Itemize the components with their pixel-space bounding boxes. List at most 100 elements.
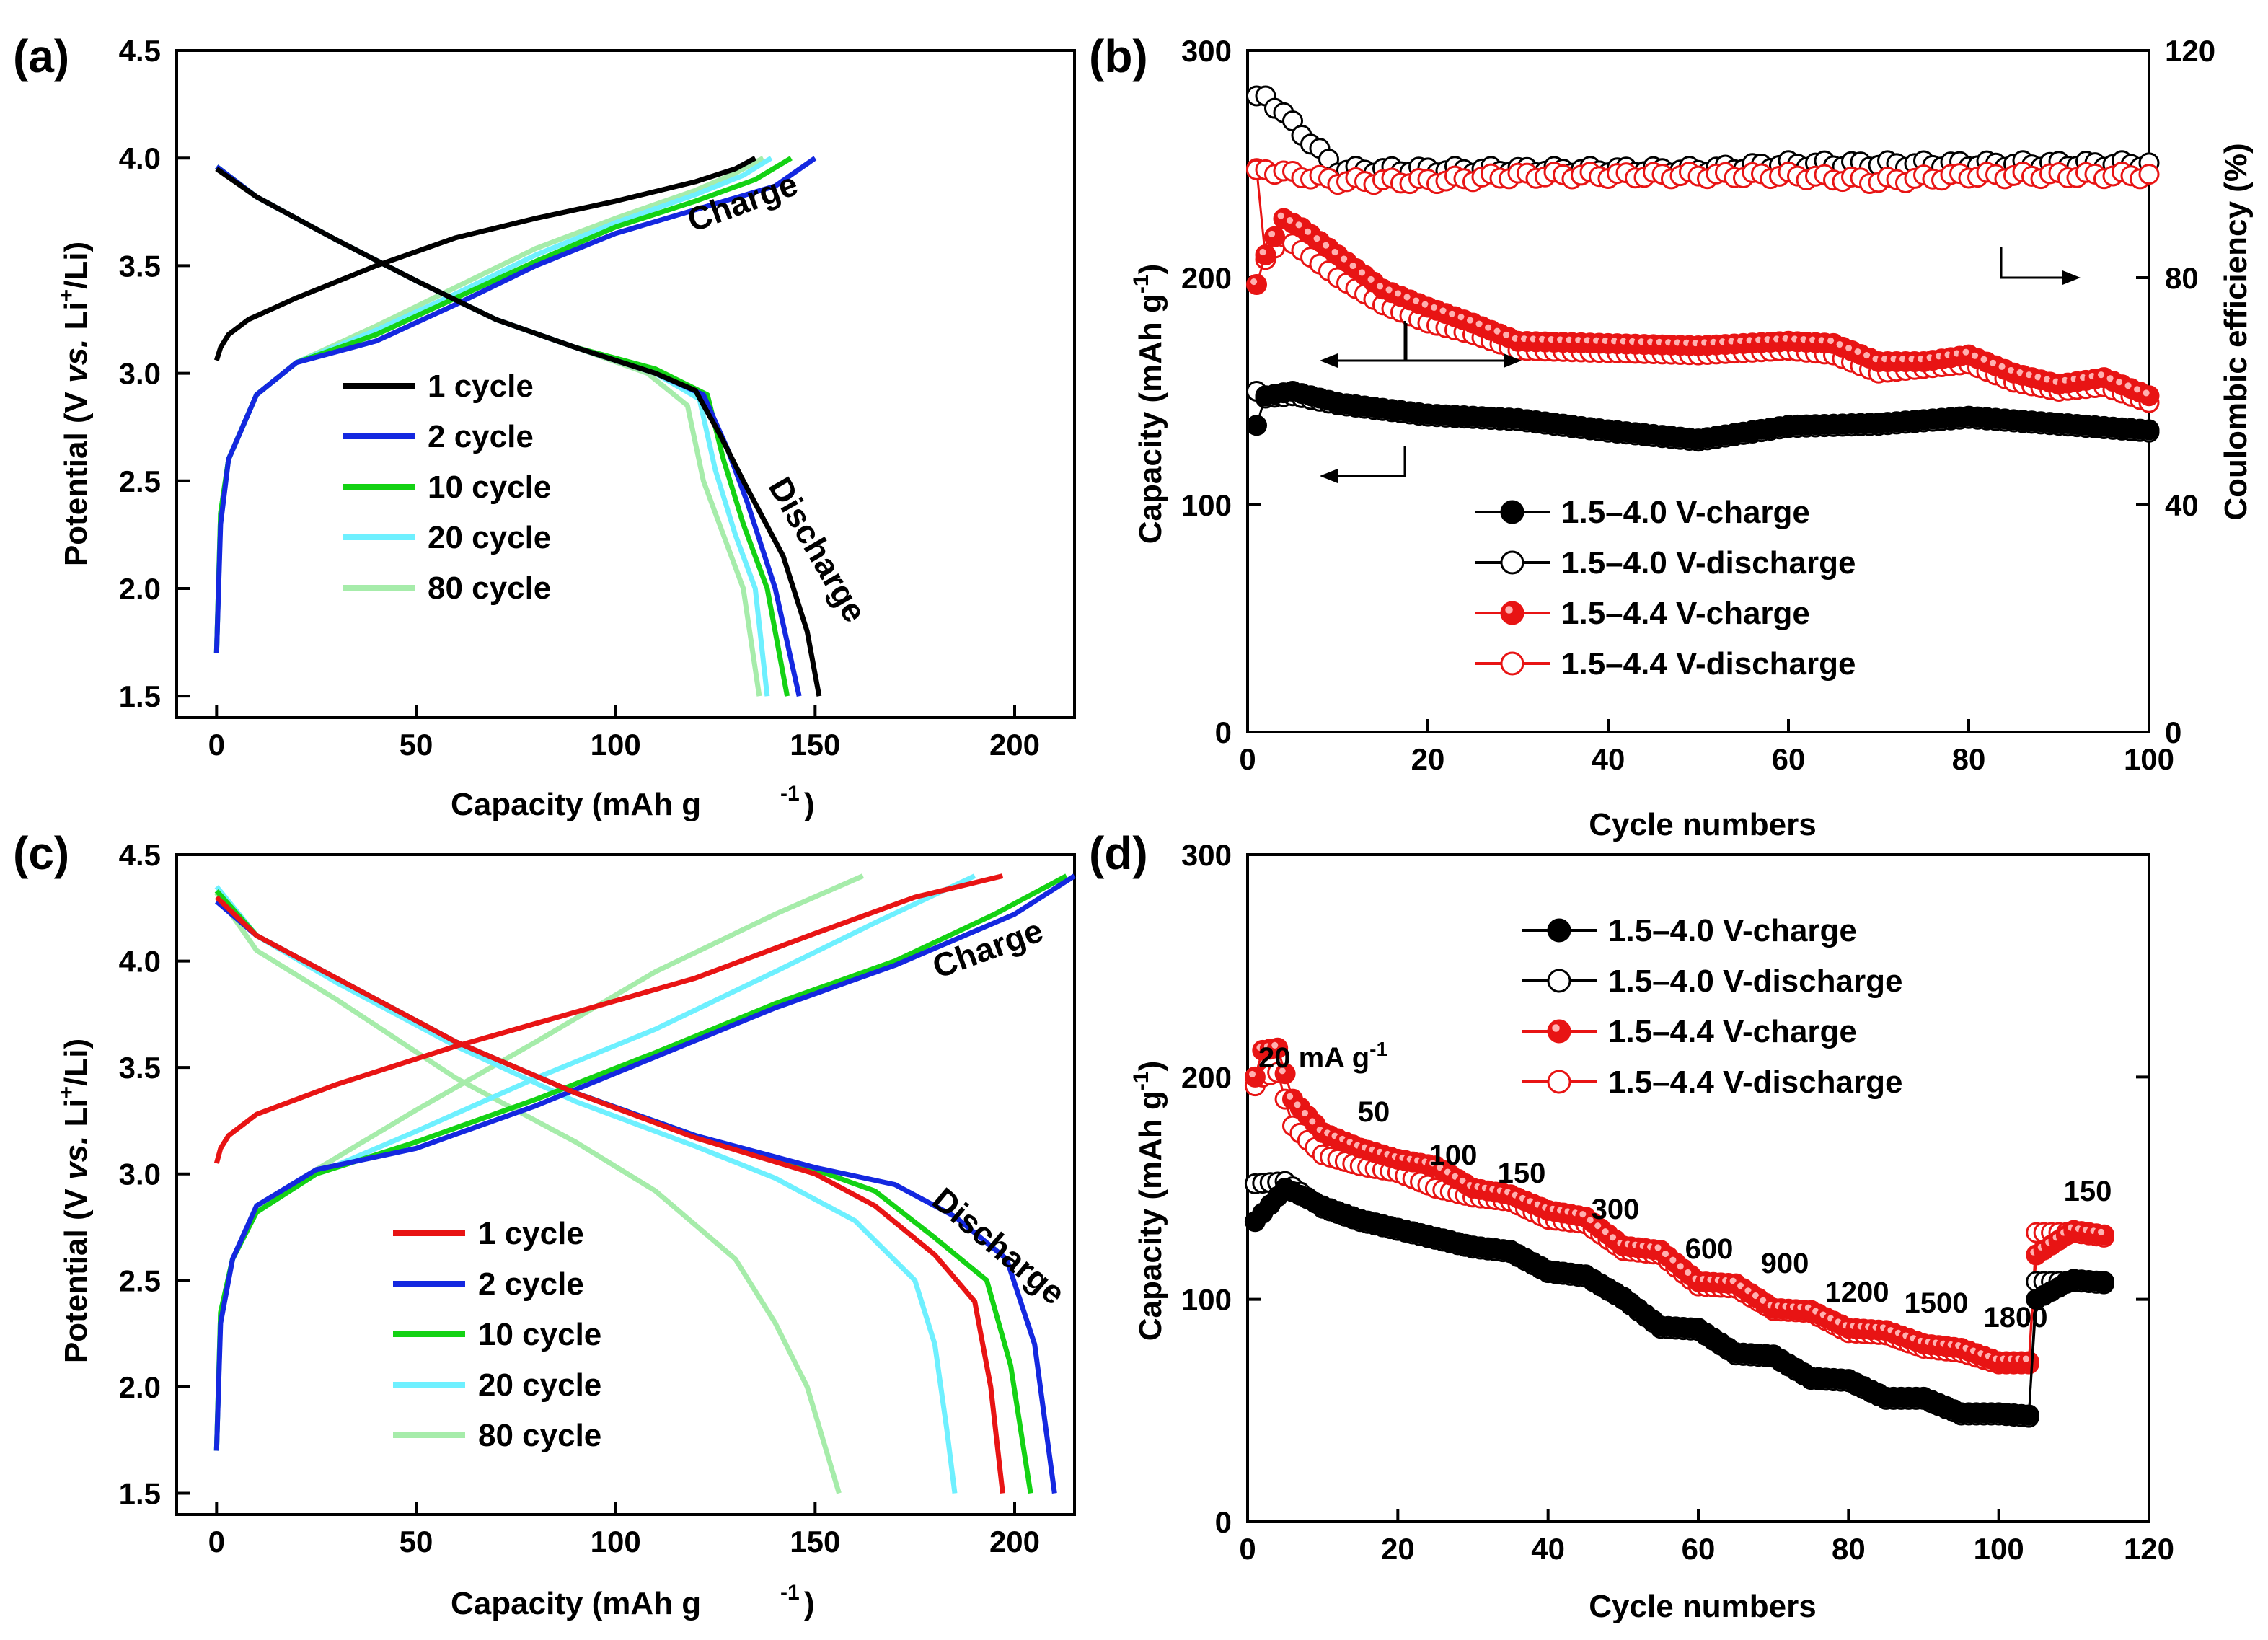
data-point-highlight <box>1669 1256 1677 1264</box>
rate-label: 300 <box>1592 1194 1640 1225</box>
data-point-highlight <box>1654 1244 1662 1251</box>
panel-d-x-title: Cycle numbers <box>1589 1589 1816 1624</box>
data-point <box>1500 550 1524 575</box>
y-tick-label: 2.5 <box>119 1264 161 1297</box>
data-point-highlight <box>1760 1297 1767 1304</box>
data-point <box>2138 385 2160 407</box>
x-tick-label: 20 <box>1381 1532 1415 1566</box>
x-tick-label: 60 <box>1682 1532 1716 1566</box>
arrow-head-right <box>2062 270 2081 285</box>
discharge-curve <box>214 895 1005 1494</box>
data-point-highlight <box>1377 283 1384 290</box>
x-tick-label: 20 <box>1411 742 1445 776</box>
legend-label: 1.5–4.4 V-discharge <box>1561 646 1856 682</box>
data-point-highlight <box>2026 371 2033 379</box>
data-point-highlight <box>1421 301 1429 308</box>
legend-label: 10 cycle <box>428 469 551 505</box>
data-point-highlight <box>1863 352 1871 359</box>
data-point-highlight <box>1594 1222 1602 1230</box>
legend-label: 1.5–4.4 V-charge <box>1561 596 1810 631</box>
data-point-highlight <box>1998 363 2006 370</box>
y2-tick-label: 120 <box>2165 34 2215 68</box>
data-point-highlight <box>1752 1292 1759 1300</box>
panel-c-x-title-main: Capacity (mAh g <box>451 1586 701 1621</box>
x-tick-label: 100 <box>591 728 641 762</box>
arrow-line <box>1405 323 1504 362</box>
arrow-line-right <box>2000 247 2062 279</box>
data-point-highlight <box>1341 255 1348 263</box>
y2-tick-label: 0 <box>2165 715 2181 749</box>
panel-c-label: (c) <box>13 827 69 879</box>
x-tick-label: 100 <box>591 1525 641 1559</box>
plot-frame <box>175 49 1076 719</box>
data-point-highlight <box>1287 1093 1294 1100</box>
data-point-highlight <box>1413 297 1420 304</box>
rate-label: 600 <box>1685 1233 1734 1265</box>
panel-c-x-title-sup: -1 <box>780 1581 800 1605</box>
data-point <box>1547 918 1571 943</box>
data-point-highlight <box>2116 379 2123 386</box>
data-point-highlight <box>1271 1041 1279 1049</box>
panel-a-x-title-main: Capacity (mAh g <box>451 787 701 822</box>
data-point-highlight <box>1729 1277 1737 1284</box>
data-point-highlight <box>1485 324 1492 331</box>
data-point-highlight <box>1449 310 1456 317</box>
rate-label: 100 <box>1429 1139 1478 1171</box>
y-tick-label: 300 <box>1181 34 1232 68</box>
data-point-highlight <box>1662 1251 1669 1258</box>
y-tick-label: 100 <box>1181 488 1232 522</box>
y2-tick-label: 40 <box>2165 488 2199 522</box>
y-tick-label: 1.5 <box>119 1476 161 1510</box>
y-tick-label: 300 <box>1181 838 1232 872</box>
data-point-highlight <box>2016 369 2024 376</box>
legend-label: 2 cycle <box>478 1266 584 1302</box>
x-tick-label: 40 <box>1531 1532 1565 1566</box>
charge-curve <box>213 873 1076 1451</box>
x-tick-label: 50 <box>400 1525 433 1559</box>
panel-a: 0 50 100 150 200 1.5 2.0 2.5 3.0 3.5 4.0 4.5 1 cycle… <box>119 34 1076 762</box>
y-tick-label: 0 <box>1215 1505 1232 1539</box>
arrow-head <box>1504 353 1522 368</box>
data-point-highlight <box>1309 1118 1316 1125</box>
discharge-curve <box>214 885 958 1494</box>
plot-frame <box>175 853 1076 1516</box>
data-point-highlight <box>1845 344 1853 352</box>
y-tick-label: 2.5 <box>119 464 161 498</box>
charge-annotation: Charge <box>927 911 1048 985</box>
data-point <box>2138 419 2160 441</box>
data-point-highlight <box>1367 275 1375 283</box>
y-tick-label: 4.5 <box>119 34 161 68</box>
data-point-highlight <box>1677 1263 1684 1270</box>
discharge-curve <box>215 899 1057 1494</box>
legend-label: 20 cycle <box>478 1367 601 1403</box>
panel-a-y-title: Potential (V vs. Li+/Li) <box>55 242 94 566</box>
data-point-highlight <box>1259 249 1266 256</box>
legend-label: 1.5–4.0 V-discharge <box>1608 964 1902 999</box>
x-tick-label: 80 <box>1952 742 1986 776</box>
y-tick-label: 3.5 <box>119 1051 161 1085</box>
data-point <box>2138 164 2160 185</box>
data-point <box>1500 601 1524 625</box>
x-tick-label: 0 <box>1239 1532 1256 1566</box>
y-tick-label: 3.5 <box>119 249 161 283</box>
data-point-highlight <box>1505 606 1513 614</box>
panel-b-x-title: Cycle numbers <box>1589 807 1816 842</box>
panel-c-y-title: Potential (V vs. Li+/Li) <box>55 1039 94 1363</box>
data-point-highlight <box>1602 1228 1609 1235</box>
y-tick-label: 4.0 <box>119 141 161 175</box>
rate-label: 50 <box>1358 1096 1390 1128</box>
x-tick-label: 0 <box>208 1525 225 1559</box>
data-point <box>1246 415 1267 436</box>
x-tick-label: 150 <box>790 1525 840 1559</box>
y-tick-label: 200 <box>1181 1060 1232 1094</box>
data-point-highlight <box>1587 1217 1594 1224</box>
data-point-highlight <box>1972 352 1979 359</box>
data-point-highlight <box>1323 242 1330 249</box>
data-point-highlight <box>1475 320 1483 327</box>
data-point-highlight <box>1439 307 1447 314</box>
data-point <box>2018 1404 2039 1426</box>
data-point-highlight <box>1359 269 1366 276</box>
data-point-highlight <box>2044 376 2051 383</box>
rate-label: 150 <box>2064 1176 2112 1207</box>
